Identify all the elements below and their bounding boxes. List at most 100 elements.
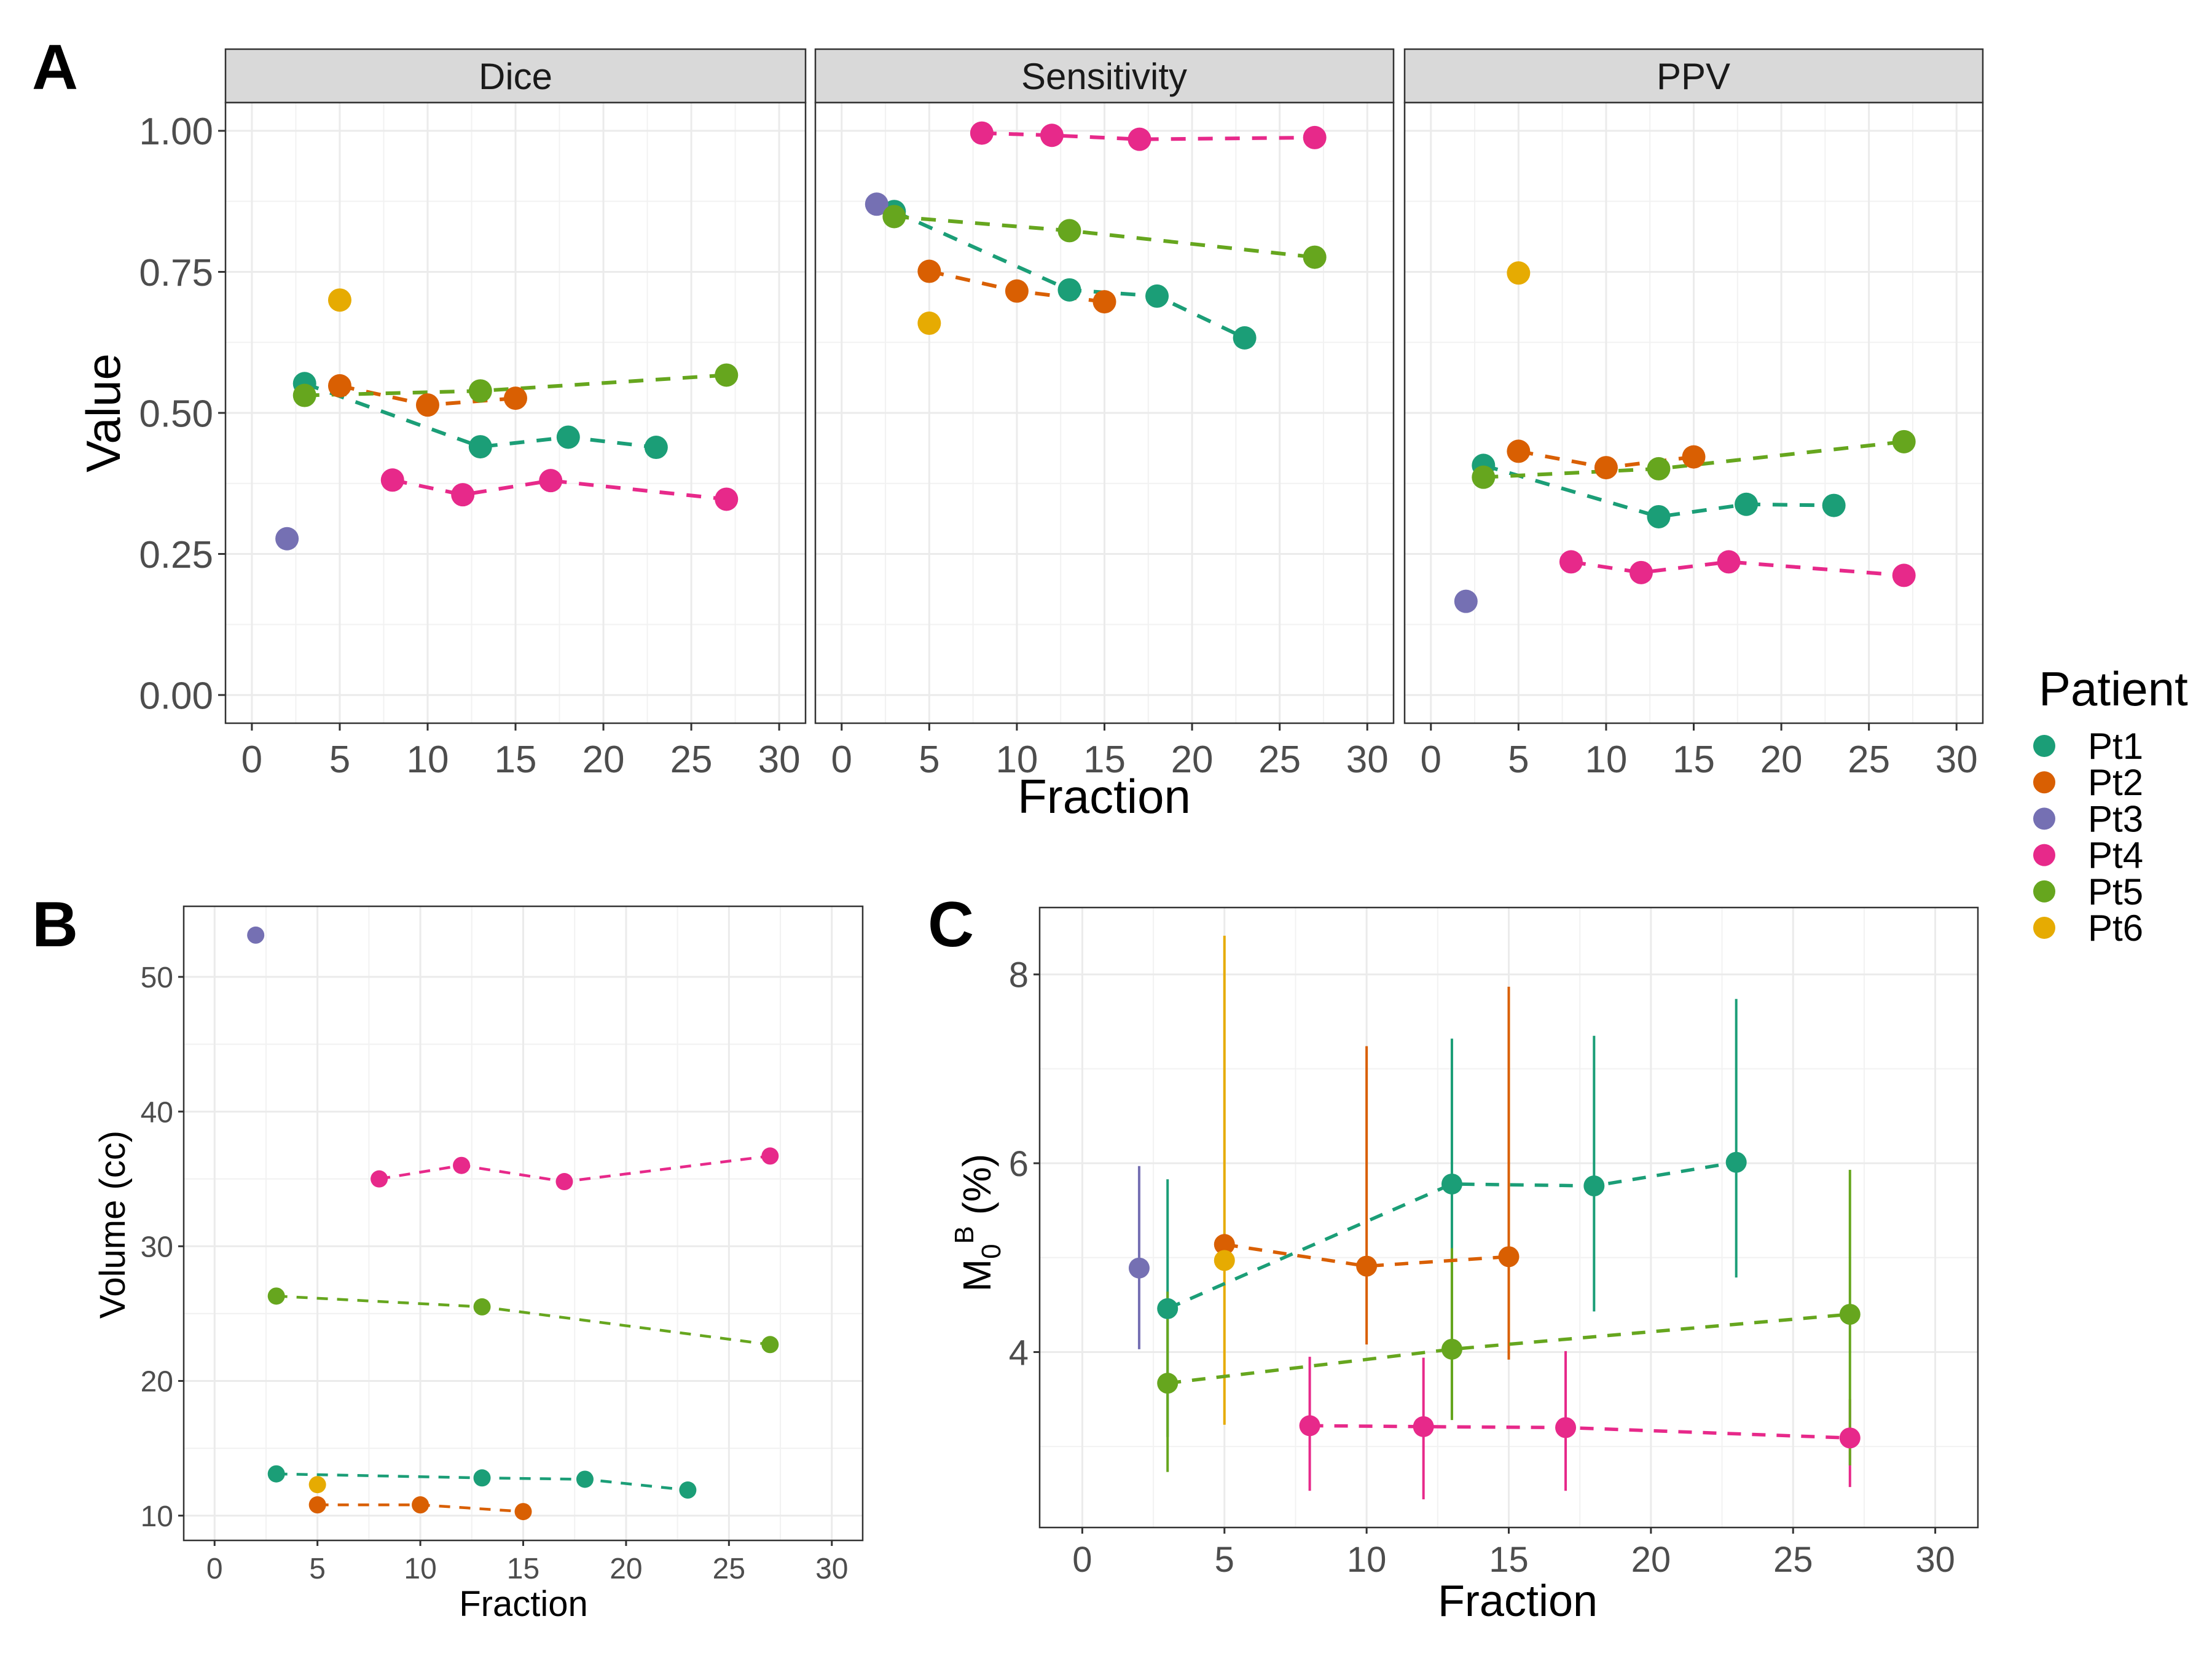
point-pt4	[1717, 550, 1741, 574]
point-pt5	[267, 1287, 285, 1305]
point-pt3	[1454, 589, 1478, 613]
facet-strip	[224, 48, 807, 104]
point-pt2	[1682, 445, 1706, 469]
x-tick-label: 20	[1631, 1540, 1671, 1580]
x-tick-label: 20	[1760, 739, 1803, 781]
y-tick-label: 10	[141, 1500, 173, 1533]
point-pt4	[1892, 563, 1916, 587]
point-pt5	[1647, 457, 1671, 480]
point-pt4	[539, 469, 563, 493]
facet-strip	[814, 48, 1395, 104]
point-pt4	[555, 1173, 573, 1191]
legend-item-pt3: Pt3	[2033, 798, 2143, 839]
y-tick-label: 0.00	[139, 675, 213, 717]
x-tick-label: 15	[1083, 739, 1126, 781]
y-axis-title-sup: B	[949, 1226, 979, 1244]
point-pt5	[882, 205, 906, 229]
x-tick-label: 25	[1848, 739, 1890, 781]
point-pt5	[468, 379, 492, 403]
x-tick-label: 0	[1072, 1540, 1092, 1580]
point-pt1	[468, 435, 492, 459]
legend-label: Pt3	[2088, 798, 2143, 839]
x-tick-label: 20	[610, 1553, 642, 1585]
point-pt2	[1005, 279, 1029, 303]
y-tick-label: 8	[1009, 955, 1029, 995]
point-pt5	[1057, 219, 1081, 243]
point-pt6	[917, 312, 941, 335]
x-tick-label: 5	[919, 739, 939, 781]
point-pt5	[761, 1336, 779, 1354]
point-pt4	[451, 483, 475, 507]
x-tick-label: 0	[1421, 739, 1441, 781]
y-tick-label: 6	[1009, 1144, 1029, 1184]
facet-title: Sensitivity	[1021, 56, 1187, 97]
point-pt5	[1472, 465, 1496, 489]
point-pt2	[308, 1496, 326, 1514]
point-pt6	[1507, 261, 1531, 285]
facet-strip	[1403, 48, 1984, 104]
y-axis-title-base: M	[955, 1259, 999, 1292]
facet-ppv: PPV 0 5 10 15 20 25 30	[1403, 48, 1984, 781]
point-pt1	[473, 1469, 491, 1487]
x-tick-label: 30	[758, 739, 801, 781]
point-pt4	[1839, 1427, 1861, 1449]
legend-item-pt4: Pt4	[2033, 835, 2143, 876]
point-pt5	[1441, 1338, 1462, 1360]
x-tick-label: 5	[1508, 739, 1529, 781]
legend-label: Pt2	[2088, 762, 2143, 803]
x-tick-label: 30	[1346, 739, 1389, 781]
series-line-pt1	[1167, 1160, 1737, 1311]
series-line-pt1	[276, 1472, 688, 1492]
y-tick-label: 40	[141, 1096, 173, 1129]
point-pt4	[380, 468, 404, 492]
point-pt1	[1157, 1298, 1179, 1319]
facet-title: Dice	[479, 56, 552, 97]
x-tick-label: 10	[1347, 1540, 1387, 1580]
y-tick-label: 50	[141, 962, 173, 994]
point-pt5	[1303, 245, 1327, 269]
point-pt2	[504, 386, 527, 410]
legend-item-pt2: Pt2	[2033, 762, 2143, 803]
point-pt5	[292, 383, 316, 407]
x-axis-title: Fraction	[1018, 769, 1191, 823]
legend-swatch	[2033, 880, 2055, 903]
x-tick-label: 10	[995, 739, 1038, 781]
panel-label-a: A	[32, 32, 78, 103]
y-tick-label: 30	[141, 1231, 173, 1264]
x-tick-label: 5	[329, 739, 350, 781]
point-pt3	[865, 192, 888, 216]
x-tick-label: 25	[670, 739, 713, 781]
series-line-pt1	[1483, 463, 1834, 519]
point-pt2	[917, 259, 941, 283]
y-axis-title: M0B (%)	[949, 1154, 1006, 1292]
x-tick-label: 15	[507, 1553, 539, 1585]
point-pt4	[1303, 125, 1327, 149]
legend-label: Pt1	[2088, 726, 2143, 767]
point-pt5	[1892, 429, 1916, 453]
x-tick-label: 0	[831, 739, 852, 781]
point-pt1	[1145, 284, 1169, 308]
y-tick-label: 20	[141, 1366, 173, 1398]
point-pt1	[679, 1481, 697, 1499]
point-pt4	[1128, 127, 1151, 151]
point-pt3	[1128, 1257, 1150, 1279]
point-pt2	[1594, 456, 1618, 480]
x-tick-label: 10	[1585, 739, 1627, 781]
y-tick-label: 0.25	[139, 534, 213, 576]
point-pt1	[1725, 1151, 1747, 1173]
point-pt2	[412, 1496, 429, 1514]
point-pt6	[1214, 1250, 1235, 1271]
x-tick-label: 30	[815, 1553, 848, 1585]
point-pt6	[327, 288, 351, 312]
plot-area: 0 5 10 15 20 25 30 10 20 30 40 50	[141, 905, 864, 1585]
facet-title: PPV	[1657, 56, 1730, 97]
y-tick-label: 1.00	[139, 111, 213, 153]
point-pt5	[715, 363, 739, 387]
legend-label: Pt6	[2088, 908, 2143, 949]
point-pt2	[1356, 1255, 1378, 1277]
legend-item-pt5: Pt5	[2033, 871, 2143, 912]
series-line-pt1	[893, 210, 1245, 340]
